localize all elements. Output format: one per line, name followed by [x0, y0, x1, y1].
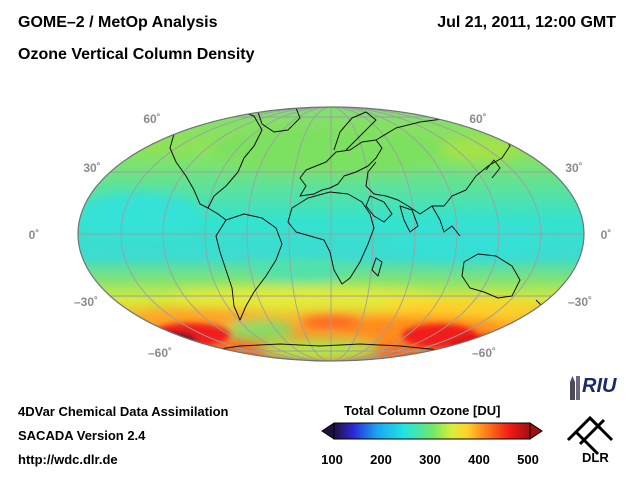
colorbar-title: Total Column Ozone [DU] — [344, 403, 501, 418]
lat-label-right-30s: –30˚ — [568, 295, 592, 309]
colorbar-tick-500: 500 — [517, 452, 539, 467]
colorbar-low-arrow — [321, 422, 335, 440]
lat-label-right-0: 0˚ — [601, 228, 612, 242]
colorbar-tick-200: 200 — [370, 452, 392, 467]
lat-label-right-60s: –60˚ — [472, 346, 496, 360]
colorbar-tick-300: 300 — [419, 452, 441, 467]
title-quantity: Ozone Vertical Column Density — [18, 46, 255, 63]
lat-labels: 60˚ 30˚ 0˚ –30˚ –60˚ 60˚ 30˚ 0˚ –30˚ –60… — [29, 112, 612, 360]
globe-outline — [77, 106, 585, 362]
ozone-field — [78, 107, 584, 361]
footer-version: SACADA Version 2.4 — [18, 428, 146, 443]
footer-url[interactable]: http://wdc.dlr.de — [18, 452, 118, 467]
riu-logo-text: RIU — [582, 375, 617, 397]
colorbar-tick-100: 100 — [321, 452, 343, 467]
title-instrument: GOME–2 / MetOp Analysis — [18, 14, 218, 31]
colorbar-tick-400: 400 — [468, 452, 490, 467]
lat-label-right-30n: 30˚ — [565, 161, 582, 175]
lat-label-left-30n: 30˚ — [83, 161, 100, 175]
lat-label-left-60n: 60˚ — [143, 112, 160, 126]
lat-label-left-30s: –30˚ — [74, 295, 98, 309]
colorbar-high-arrow — [529, 422, 543, 440]
riu-logo-icon — [570, 376, 580, 400]
lat-label-left-0: 0˚ — [29, 228, 40, 242]
analysis-datetime: Jul 21, 2011, 12:00 GMT — [437, 14, 616, 31]
dlr-logo-text: DLR — [582, 450, 609, 465]
dlr-logo-icon — [566, 415, 614, 456]
lat-label-left-60s: –60˚ — [148, 346, 172, 360]
colorbar-ramp — [333, 422, 531, 440]
colorbar — [321, 422, 543, 440]
coastlines — [169, 107, 543, 355]
footer-method: 4DVar Chemical Data Assimilation — [18, 404, 229, 419]
lat-label-right-60n: 60˚ — [469, 112, 486, 126]
